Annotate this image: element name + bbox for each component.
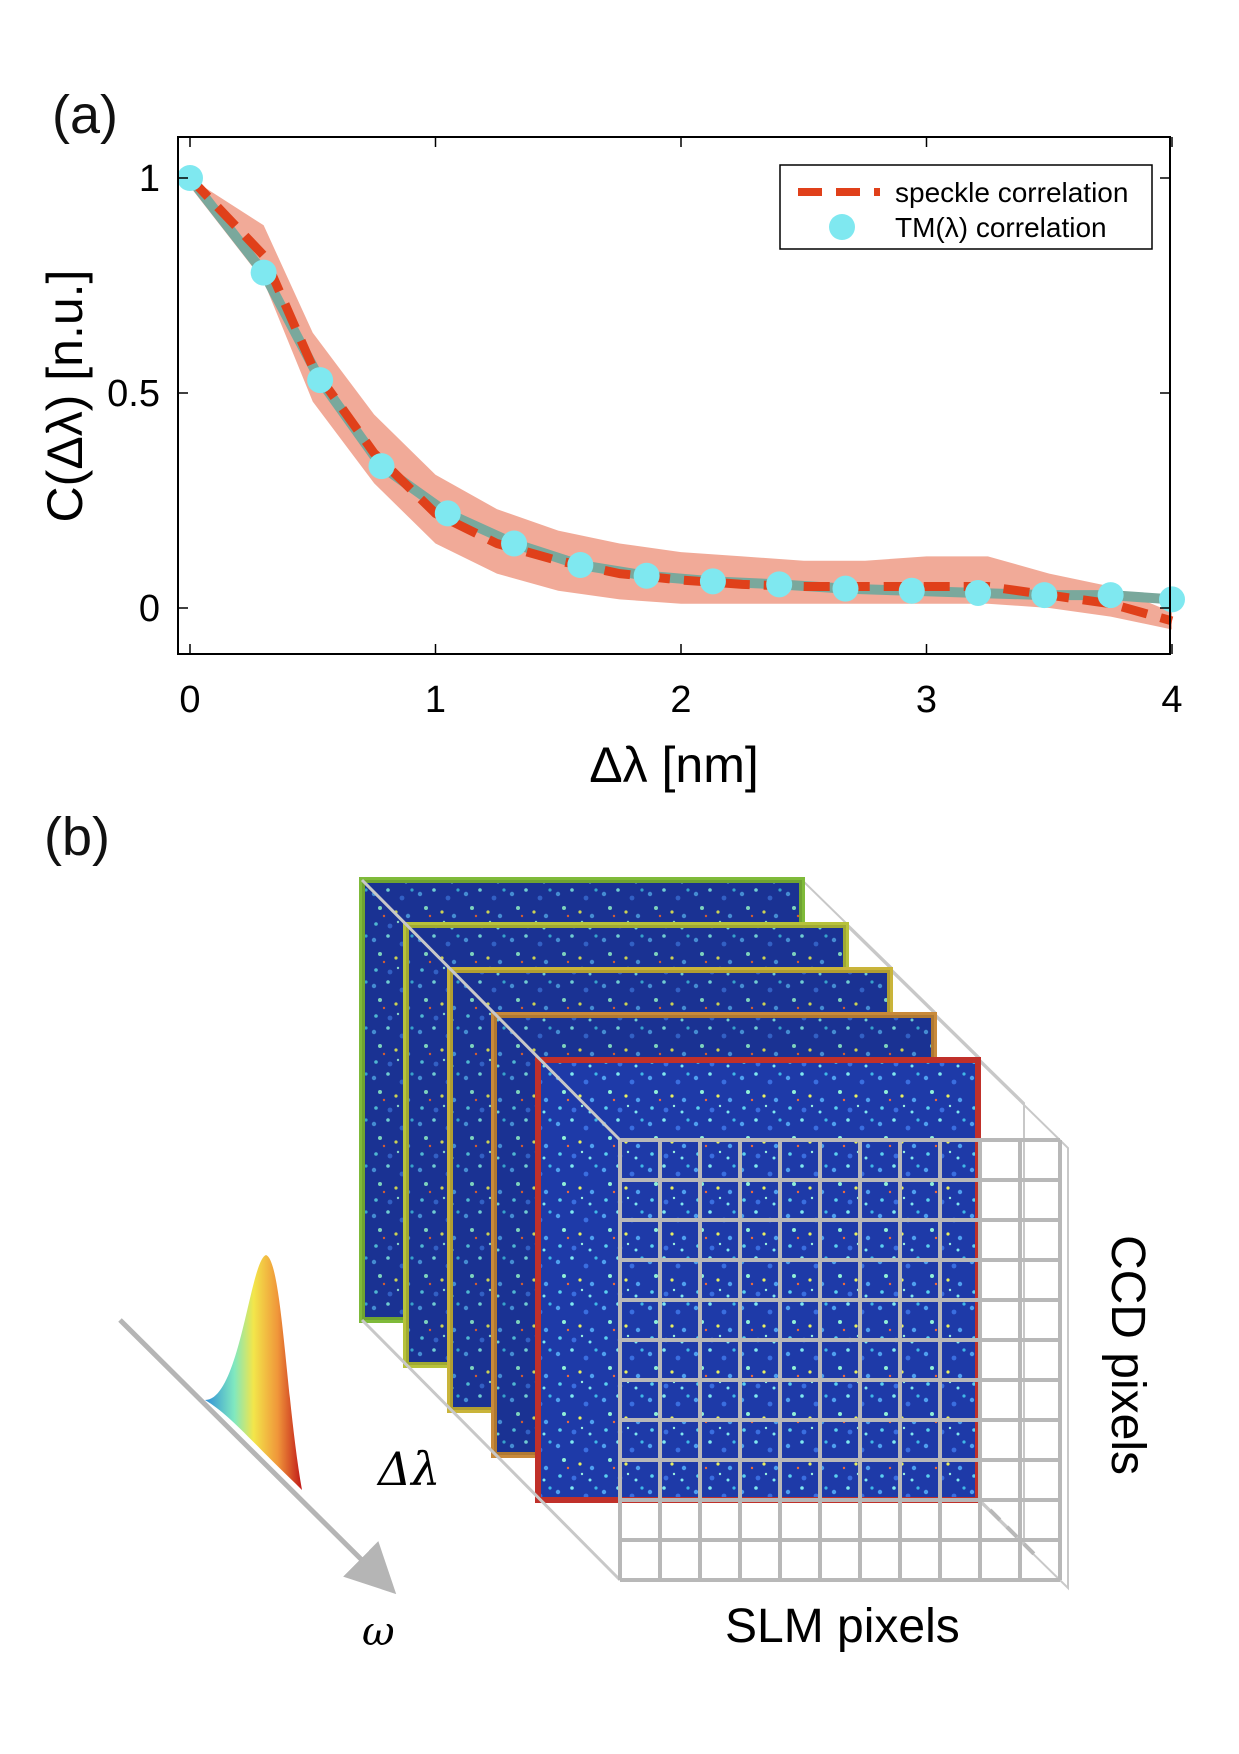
tm-correlation-point [1097,582,1124,609]
plot-frame [177,136,1171,655]
panel-b-label: (b) [44,807,110,867]
axis-ticks-layer: 0 1 2 3 4 0 0.5 1 [107,137,1183,721]
legend-speckle-label: speckle correlation [895,177,1128,208]
tm-correlation-point [434,500,461,527]
legend-tm-swatch [829,214,855,240]
series-lines-layer [186,174,1174,626]
tm-correlation-point [633,562,660,589]
ccd-pixels-label: CCD pixels [1101,1235,1154,1475]
speckle-frames-layer [359,877,1069,1591]
y-tick-label: 0.5 [107,373,160,415]
x-tick-label: 4 [1161,679,1182,721]
panel-a-label: (a) [52,85,118,145]
pixel-grid-layer [618,1138,1062,1582]
perspective-edge [360,878,622,1142]
omega-label: ω [362,1609,395,1655]
tm-correlation-point [699,568,726,595]
tm-correlation-point [250,259,277,286]
tm-correlation-point [1159,586,1185,613]
spectrum-axis [118,1255,397,1595]
tm-correlation-point [832,575,859,602]
slm-pixels-label: SLM pixels [725,1600,960,1653]
perspective-edge [360,1318,622,1582]
grid-depth-dash [988,1508,1042,1562]
spectrum-peak [205,1255,302,1490]
x-tick-label: 0 [179,679,200,721]
y-axis-label: C(Δλ) [n.u.] [37,270,93,523]
x-tick-label: 1 [425,679,446,721]
tm-correlation-point [307,367,334,394]
y-tick-label: 1 [139,158,160,200]
tm-correlation-point [965,579,992,606]
tm-correlation-point [766,571,793,598]
transmission-matrix-diagram: Δλ ω SLM pixels CCD pixels [118,877,1154,1655]
tm-correlation-point [368,453,395,480]
x-tick-label: 2 [670,679,691,721]
y-tick-label: 0 [139,588,160,630]
legend: speckle correlation TM(λ) correlation [779,164,1153,250]
x-axis-label: Δλ [nm] [589,737,759,793]
omega-arrow [118,1318,397,1595]
tm-correlation-point [898,577,925,604]
tm-correlation-point [501,530,528,557]
tm-markers-layer [177,165,1185,613]
tm-correlation-point [1031,582,1058,609]
delta-lambda-label: Δλ [376,1442,440,1496]
tm-correlation-point [567,552,594,578]
speckle-correlation-line [186,174,1174,626]
tm-correlation-point [177,165,203,191]
x-tick-label: 3 [916,679,937,721]
legend-tm-label: TM(λ) correlation [895,212,1107,243]
correlation-chart: 0 1 2 3 4 0 0.5 1 Δλ [nm] C(Δλ) [n.u.] speckle … [37,136,1185,793]
